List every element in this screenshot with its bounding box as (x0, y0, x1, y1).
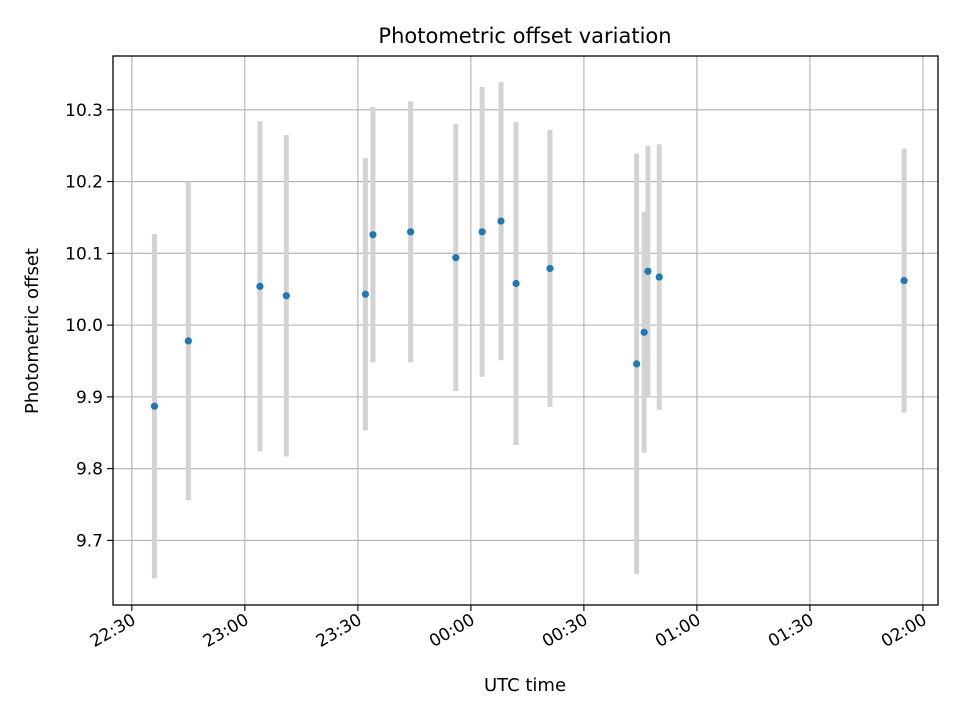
data-point (655, 273, 663, 281)
y-tick-label: 9.7 (76, 531, 103, 551)
data-point (640, 328, 648, 336)
x-tick-label: 23:00 (200, 610, 252, 652)
y-axis-ticks: 9.7 9.8 9.9 10.0 10.1 10.2 10.3 (65, 101, 113, 551)
data-point (497, 217, 505, 225)
x-tick-label: 00:00 (426, 610, 478, 652)
data-point (900, 277, 908, 285)
chart-title: Photometric offset variation (378, 24, 671, 48)
data-point (256, 282, 264, 290)
data-point (369, 231, 377, 239)
data-point (150, 402, 159, 410)
y-tick-label: 10.3 (65, 101, 103, 121)
y-tick-label: 10.1 (65, 244, 103, 264)
data-point (452, 254, 460, 262)
x-tick-label: 23:30 (313, 610, 365, 652)
error-bars (151, 81, 907, 579)
x-tick-label: 01:30 (765, 610, 817, 652)
y-tick-label: 9.8 (76, 460, 103, 480)
x-tick-label: 01:00 (652, 610, 704, 652)
data-point (478, 228, 486, 236)
data-point (184, 337, 192, 345)
y-tick-label: 10.0 (65, 316, 103, 336)
data-point (546, 264, 554, 273)
x-axis-title: UTC time (484, 675, 566, 696)
grid (113, 56, 938, 605)
y-axis-title: Photometric offset (22, 248, 43, 414)
x-tick-label: 00:30 (539, 610, 591, 652)
data-point (633, 360, 641, 368)
data-point (512, 279, 520, 288)
y-tick-label: 10.2 (65, 173, 103, 193)
data-points (150, 217, 908, 410)
data-point (361, 290, 369, 298)
data-point (644, 267, 652, 275)
x-tick-label: 02:00 (878, 610, 930, 652)
data-point (282, 292, 290, 300)
x-tick-label: 22:30 (87, 610, 139, 652)
x-axis-ticks: 22:30 23:00 23:30 00:00 00:30 01:00 01:30 02:00 (87, 605, 930, 652)
plot-frame (112, 55, 939, 606)
data-point (407, 228, 415, 236)
y-tick-label: 9.9 (76, 388, 103, 408)
